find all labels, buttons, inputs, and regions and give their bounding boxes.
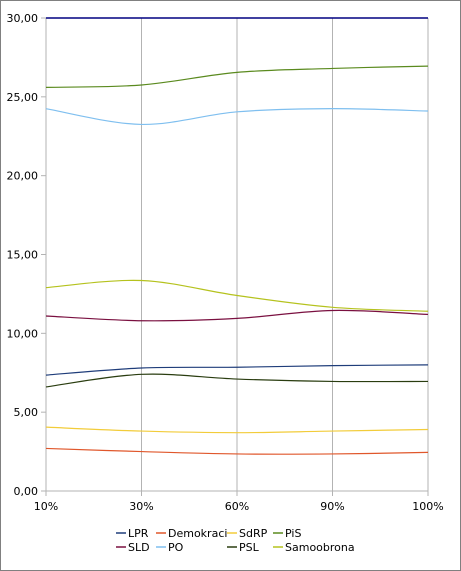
series-line-pis (45, 65, 429, 88)
legend-label-demokraci: Demokraci (168, 527, 227, 540)
x-tick-label: 100% (412, 500, 443, 513)
legend-label-sdrp: SdRP (239, 527, 268, 540)
legend-label-pis: PiS (285, 527, 301, 540)
series-line-po (45, 108, 429, 126)
y-tick-label: 0,00 (14, 485, 39, 498)
legend-label-sld: SLD (128, 541, 150, 554)
legend-label-psl: PSL (239, 541, 260, 554)
y-tick-label: 5,00 (14, 406, 39, 419)
x-tick-label: 90% (320, 500, 344, 513)
legend-label-samoobrona: Samoobrona (285, 541, 355, 554)
x-tick-label: 30% (129, 500, 153, 513)
series-line-psl (45, 373, 429, 388)
series-line-sld (45, 309, 429, 322)
y-tick-label: 20,00 (7, 170, 39, 183)
y-tick-label: 25,00 (7, 91, 39, 104)
legend-label-po: PO (168, 541, 184, 554)
series-line-samoobrona (45, 279, 429, 312)
y-tick-label: 10,00 (7, 327, 39, 340)
legend-label-lpr: LPR (128, 527, 149, 540)
series-line-sdrp (45, 426, 429, 434)
x-tick-label: 10% (34, 500, 58, 513)
y-tick-label: 30,00 (7, 12, 39, 25)
series-line-lpr (45, 364, 429, 376)
series-line-demokraci (45, 447, 429, 455)
x-tick-label: 60% (225, 500, 249, 513)
y-tick-label: 15,00 (7, 249, 39, 262)
